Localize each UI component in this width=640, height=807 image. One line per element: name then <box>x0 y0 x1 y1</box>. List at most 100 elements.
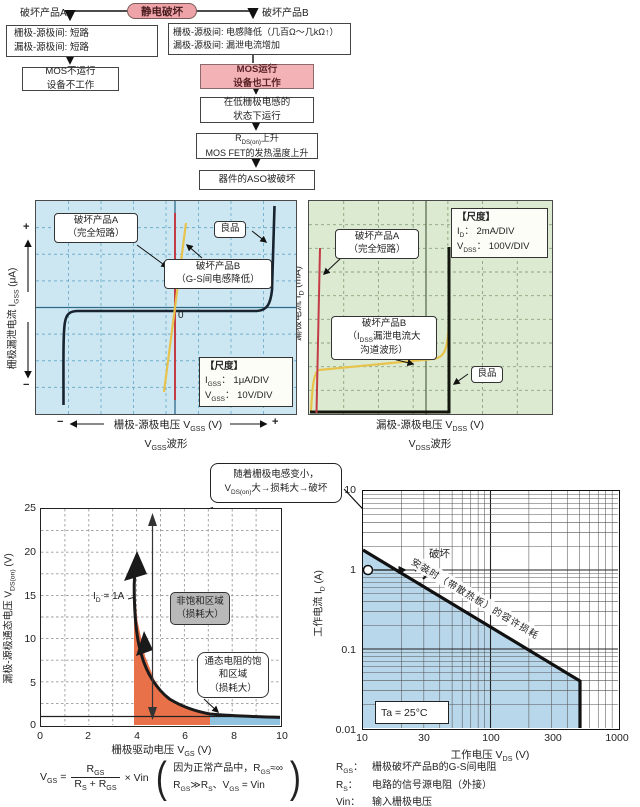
gss-label-productA-line2: （完全短路） <box>67 227 125 239</box>
vdson-nonsat-line2: （损耗大） <box>176 609 224 621</box>
gss-arrow-to-B <box>185 244 203 259</box>
dss-good-trace <box>310 247 451 414</box>
flow-box-b1: 栅极-源极间: 电感降低（几百Ω～几kΩ↑） 漏极-源极间: 漏泄电流增加 <box>168 23 351 55</box>
vdson-xtick-4: 4 <box>134 730 140 742</box>
vdson-curve-arrowhead-mid <box>136 631 153 656</box>
soa-xtick-1000: 1000 <box>605 732 629 744</box>
dss-scale-title: 【尺度】 <box>457 212 496 223</box>
gss-scale-title: 【尺度】 <box>205 361 244 372</box>
flow-box-a1: 栅极-源极间: 短路 漏极-源极间: 短路 <box>6 25 158 57</box>
legend-desc-vin: 输入栅极电压 <box>372 797 432 807</box>
legend-row-vin: Vin： 输入栅极电压 <box>336 795 636 807</box>
vdson-id-pointer <box>127 596 136 600</box>
vdson-ytick-5: 5 <box>30 677 36 689</box>
formula-open-paren: ( <box>155 753 167 802</box>
dss-arrow-to-good <box>452 373 469 385</box>
soa-destroy-label: 破坏 <box>429 548 450 560</box>
flow-box-b4-line2: MOS FET的发热温度上升 <box>205 148 309 159</box>
vdson-xtick-8: 8 <box>231 730 237 742</box>
formula-lhs: VGS = <box>40 770 67 785</box>
gss-minus-sign: − <box>23 379 30 391</box>
vdson-xtick-6: 6 <box>182 730 188 742</box>
dss-label-productB-line2: （IDSS漏泄电流大 <box>347 330 421 344</box>
formula-denominator: RS + RGS <box>71 777 120 792</box>
gss-x-axis-label: 栅极-源极电压 VGSS (V) <box>113 419 223 434</box>
vdson-xtick-10: 10 <box>276 730 288 742</box>
flow-line-root-left <box>64 10 127 22</box>
soa-power-limit-line <box>363 548 582 728</box>
vdson-ytick-25: 25 <box>24 502 36 514</box>
gss-xaxis-minus: − <box>57 416 64 428</box>
formula-times: × Vin <box>124 771 149 784</box>
formula-note2: RGS≫RS、VGS = Vin <box>173 779 265 793</box>
vdson-arrow-to-sat <box>203 698 220 713</box>
gss-waveform-caption: VGSS波形 <box>144 438 188 453</box>
callout-line1: 随着栅极电感变小， <box>233 469 319 481</box>
vdson-id-label: ID = 1A <box>93 591 125 604</box>
flow-box-b1-line1: 栅极-源极间: 电感降低（几百Ω～几kΩ↑） <box>173 26 339 37</box>
vdson-sat-line2: 和区域 <box>218 669 248 681</box>
vgs-formula: VGS = RGS RS + RGS × Vin ( 因为正常产品中，RGS≈∞… <box>40 753 303 802</box>
vdson-sat-line1: 通态电阻的饱 <box>204 656 262 667</box>
soa-xtick-30: 30 <box>418 732 430 744</box>
flow-line-root-right <box>197 8 259 20</box>
callout-line2: VDS(on)大→损耗大→破坏 <box>224 483 328 497</box>
vdson-nonsat-label: 非饱和区域 （损耗大） <box>170 592 230 625</box>
vdson-curve <box>132 566 280 719</box>
gss-label-productB-line2: （G-S间电感降低） <box>176 273 260 285</box>
flow-box-b4: RDS(on)上升 MOS FET的发热温度上升 <box>196 133 318 159</box>
gss-arrow-to-A <box>136 244 169 268</box>
vdson-ytick-20: 20 <box>24 546 36 558</box>
dss-label-productA-line1: 破坏产品A <box>354 231 400 242</box>
dss-label-productA-line2: （完全短路） <box>348 243 406 255</box>
vdson-ytick-0: 0 <box>30 719 36 731</box>
vdson-curve-arrowhead-top <box>124 551 147 581</box>
soa-plot: 破坏 安装时（带散热板）的容许损耗 Ta = 25°C <box>362 490 620 730</box>
dss-label-productB: 破坏产品B （IDSS漏泄电流大 沟道波形） <box>331 316 437 361</box>
flow-box-b1-line2: 漏极-源极间: 漏泄电流增加 <box>173 40 280 50</box>
flow-label-product-b: 破坏产品B <box>262 8 309 19</box>
flow-box-b2-line2: 设备也工作 <box>233 77 281 89</box>
formula-fraction: RGS RS + RGS <box>71 763 120 792</box>
gss-zero-label: 0 <box>178 310 184 321</box>
gss-label-productA-line1: 破坏产品A <box>73 215 119 226</box>
vdson-range-arrowhead-up <box>148 513 157 526</box>
vdson-nonsat-line1: 非饱和区域 <box>176 596 224 607</box>
dss-x-axis-label: 漏极-源极电压 VDSS (V) <box>376 419 484 434</box>
vdson-ytick-15: 15 <box>24 590 36 602</box>
gss-scale-line2: VGSS： 10V/DIV <box>205 390 273 403</box>
legend-row-rgs: RGS： 栅极破坏产品B的G-S间电阻 <box>336 760 636 778</box>
dss-plot: 破坏产品A （完全短路） 破坏产品B （IDSS漏泄电流大 沟道波形） 良品 【… <box>308 200 553 415</box>
formula-notes: 因为正常产品中，RGS≈∞ RGS≫RS、VGS = Vin <box>173 761 283 795</box>
flow-box-b5-line1: 器件的ASO被破坏 <box>218 174 296 186</box>
flow-box-a1-line1: 栅极-源极间: 短路 <box>14 28 89 40</box>
gss-label-productB: 破坏产品B （G-S间电感降低） <box>164 259 272 289</box>
flow-box-b3: 在低栅极电感的 状态下运行 <box>200 97 314 123</box>
dss-label-productB-line1: 破坏产品B <box>361 318 407 329</box>
gss-arrow-to-good <box>251 230 268 243</box>
dss-label-productB-line3: 沟道波形） <box>360 345 408 357</box>
flow-box-a2-line1: MOS不运行 <box>45 66 96 78</box>
soa-operating-point <box>363 564 374 576</box>
legend-term-vin: Vin： <box>336 797 361 807</box>
dss-label-productA: 破坏产品A （完全短路） <box>335 229 419 259</box>
soa-plot-svg <box>363 491 618 728</box>
legend-term-rs: RS： <box>336 779 358 793</box>
vdson-ytick-10: 10 <box>24 633 36 645</box>
dss-scale-box: 【尺度】 ID： 2mA/DIV VDSS： 100V/DIV <box>451 208 548 259</box>
vdson-plot-svg <box>41 509 280 725</box>
gss-scale-line1: IGSS： 1μA/DIV <box>205 374 269 388</box>
flow-box-b2-line1: MOS运行 <box>236 63 278 75</box>
gss-good-curve <box>62 205 276 406</box>
vdson-x-axis-label: 栅极驱动电压 VGS (V) <box>111 744 212 759</box>
legend-desc-rgs: 栅极破坏产品B的G-S间电阻 <box>372 762 497 773</box>
formula-numerator: RGS <box>86 763 105 778</box>
dss-productA-trace <box>315 247 321 414</box>
flow-box-a2: MOS不运行 设备不工作 <box>22 66 119 91</box>
gss-plus-sign: + <box>23 221 30 233</box>
gss-xaxis-plus: + <box>272 416 279 428</box>
formula-close-paren: ) <box>289 753 301 802</box>
legend-desc-rs: 电路的信号源电阻（外接） <box>372 779 492 791</box>
soa-xtick-300: 300 <box>544 732 562 744</box>
